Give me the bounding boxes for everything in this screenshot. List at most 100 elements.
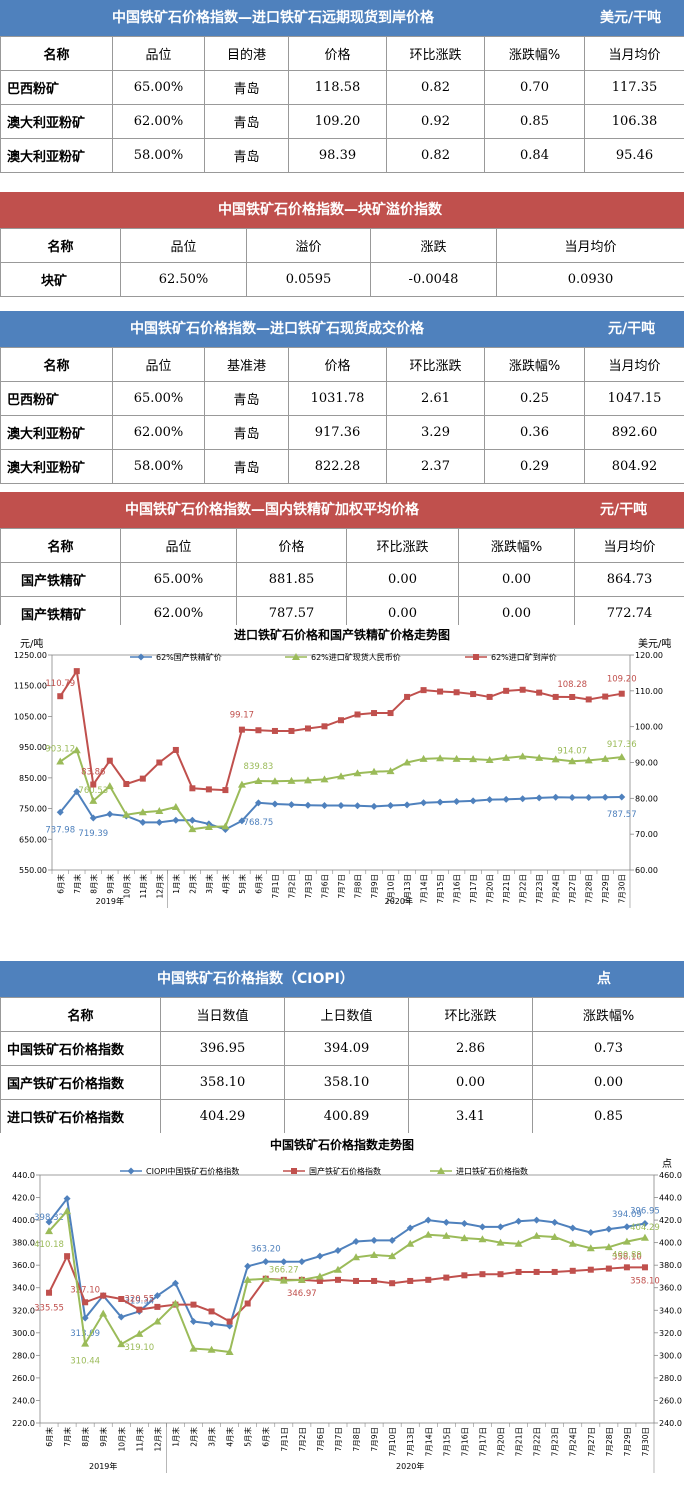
left-tick-label: 550.00 bbox=[19, 866, 47, 875]
legend-marker bbox=[291, 1168, 297, 1174]
x-tick-label: 7月1日 bbox=[271, 874, 280, 899]
right-tick-label: 60.00 bbox=[635, 866, 658, 875]
year-label: 2019年 bbox=[89, 1461, 117, 1471]
data-point bbox=[570, 1268, 576, 1274]
cell-change: 3.41 bbox=[409, 1100, 533, 1134]
cell-change: 0.92 bbox=[387, 105, 485, 139]
forward-cfr-section: 中国铁矿石价格指数—进口铁矿石远期现货到岸价格 美元/干吨 名称 品位 目的港 … bbox=[0, 0, 684, 173]
data-label: 83.86 bbox=[81, 768, 105, 778]
cell-change-pct: 0.25 bbox=[485, 382, 585, 416]
x-tick-label: 7月27日 bbox=[587, 1427, 596, 1456]
cell-grade: 65.00% bbox=[113, 382, 205, 416]
right-tick-label: 70.00 bbox=[635, 830, 658, 839]
cell-change: -0.0048 bbox=[371, 263, 497, 297]
x-tick-label: 7月30日 bbox=[618, 874, 627, 903]
header-change: 环比涨跌 bbox=[409, 998, 533, 1032]
cell-price: 98.39 bbox=[289, 139, 387, 173]
data-point bbox=[280, 1258, 287, 1265]
x-tick-label: 4月末 bbox=[220, 874, 230, 894]
data-label: 404.29 bbox=[630, 1223, 660, 1233]
data-point bbox=[602, 794, 609, 801]
cell-month-avg: 0.0930 bbox=[497, 263, 684, 297]
data-point bbox=[208, 1320, 215, 1327]
cell-name: 巴西粉矿 bbox=[1, 382, 113, 416]
data-point bbox=[388, 710, 394, 716]
x-tick-label: 7月17日 bbox=[469, 874, 478, 903]
data-point bbox=[189, 785, 195, 791]
plot-frame bbox=[52, 655, 630, 870]
cell-price: 881.85 bbox=[237, 563, 347, 597]
lump-premium-section: 中国铁矿石价格指数—块矿溢价指数 名称 品位 溢价 涨跌 当月均价 块矿 62.… bbox=[0, 192, 684, 297]
data-point bbox=[503, 796, 510, 803]
cell-change-pct: 0.85 bbox=[533, 1100, 684, 1134]
header-port: 基准港 bbox=[205, 348, 289, 382]
data-point bbox=[453, 798, 460, 805]
header-name: 名称 bbox=[1, 529, 121, 563]
data-label: 396.95 bbox=[630, 1207, 660, 1217]
data-point bbox=[425, 1277, 431, 1283]
data-point bbox=[515, 1218, 522, 1225]
left-tick-label: 360.0 bbox=[12, 1261, 35, 1270]
x-tick-label: 7月7日 bbox=[337, 874, 346, 899]
data-point bbox=[321, 723, 327, 729]
data-point bbox=[90, 782, 96, 788]
x-tick-label: 1月末 bbox=[171, 874, 181, 894]
cell-yesterday: 358.10 bbox=[285, 1066, 409, 1100]
table-row: 巴西粉矿 65.00% 青岛 118.58 0.82 0.70 117.35 bbox=[1, 71, 684, 105]
x-tick-label: 7月7日 bbox=[334, 1427, 343, 1452]
data-label: 737.98 bbox=[45, 825, 75, 835]
section-title: 中国铁矿石价格指数—进口铁矿石现货成交价格 bbox=[130, 311, 424, 347]
x-tick-label: 3月末 bbox=[207, 1427, 217, 1447]
data-point bbox=[586, 696, 592, 702]
x-tick-label: 9月末 bbox=[98, 1427, 108, 1447]
data-label: 319.10 bbox=[124, 1343, 154, 1353]
right-tick-label: 80.00 bbox=[635, 794, 658, 803]
section-header: 中国铁矿石价格指数—进口铁矿石现货成交价格 元/干吨 bbox=[0, 311, 684, 347]
x-tick-label: 11月末 bbox=[138, 874, 148, 899]
table-row: 澳大利亚粉矿 62.00% 青岛 917.36 3.29 0.36 892.60 bbox=[1, 416, 684, 450]
x-tick-label: 7月16日 bbox=[460, 1427, 469, 1456]
left-tick-label: 320.0 bbox=[12, 1306, 35, 1315]
left-axis-label: 元/吨 bbox=[20, 637, 43, 650]
cell-change: 2.86 bbox=[409, 1032, 533, 1066]
legend-marker bbox=[138, 654, 145, 661]
cell-today: 404.29 bbox=[161, 1100, 285, 1134]
right-tick-label: 320.0 bbox=[659, 1329, 682, 1338]
cell-premium: 0.0595 bbox=[247, 263, 371, 297]
left-tick-label: 260.0 bbox=[12, 1374, 35, 1383]
data-point bbox=[443, 1219, 450, 1226]
data-point bbox=[172, 817, 179, 824]
x-tick-label: 8月末 bbox=[80, 1427, 90, 1447]
left-tick-label: 220.0 bbox=[12, 1419, 35, 1428]
left-tick-label: 750.00 bbox=[19, 805, 47, 814]
x-tick-label: 1月末 bbox=[170, 1427, 180, 1447]
cell-grade: 62.00% bbox=[113, 105, 205, 139]
x-tick-label: 8月末 bbox=[88, 874, 98, 894]
data-point bbox=[154, 1304, 160, 1310]
cell-port: 青岛 bbox=[205, 416, 289, 450]
cell-month-avg: 804.92 bbox=[585, 450, 684, 484]
cell-change: 0.00 bbox=[409, 1066, 533, 1100]
data-point bbox=[371, 803, 378, 810]
x-tick-label: 7月23日 bbox=[551, 1427, 560, 1456]
data-point bbox=[305, 725, 311, 731]
data-point bbox=[100, 1293, 106, 1299]
data-point bbox=[156, 760, 162, 766]
right-tick-label: 340.0 bbox=[659, 1306, 682, 1315]
cell-change: 2.61 bbox=[387, 382, 485, 416]
section-header: 中国铁矿石价格指数—块矿溢价指数 bbox=[0, 192, 684, 228]
data-point bbox=[520, 687, 526, 693]
x-tick-label: 7月22日 bbox=[533, 1427, 542, 1456]
data-point bbox=[106, 811, 113, 818]
x-tick-label: 6月末 bbox=[55, 874, 65, 894]
data-point bbox=[140, 776, 146, 782]
x-tick-label: 7月6日 bbox=[316, 1427, 325, 1452]
data-point bbox=[619, 691, 625, 697]
data-point bbox=[443, 1275, 449, 1281]
header-grade: 品位 bbox=[121, 229, 247, 263]
right-tick-label: 260.0 bbox=[659, 1396, 682, 1405]
section-header: 中国铁矿石价格指数—进口铁矿石远期现货到岸价格 美元/干吨 bbox=[0, 0, 684, 36]
data-label: 768.75 bbox=[244, 818, 274, 828]
